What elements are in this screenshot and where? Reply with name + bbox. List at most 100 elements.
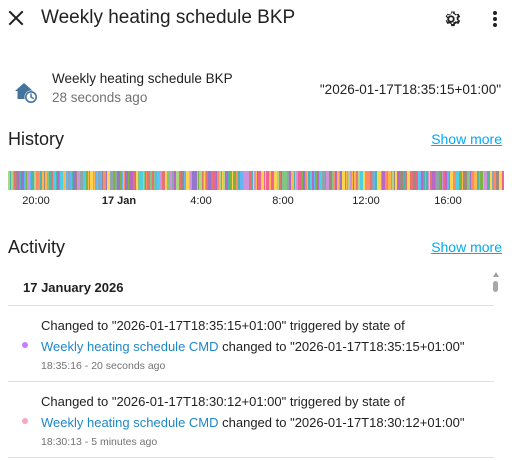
timeline-segment	[416, 171, 418, 190]
timeline-segment	[228, 171, 230, 190]
timeline-segment	[125, 171, 128, 190]
timeline-segment	[332, 171, 334, 190]
timeline-segment	[277, 171, 279, 190]
timeline-segment	[47, 171, 48, 190]
timeline-segment	[448, 171, 449, 190]
timeline-segment	[216, 171, 217, 190]
tick-label-1200: 12:00	[352, 195, 380, 207]
timeline-segment	[360, 171, 363, 190]
history-title: History	[8, 129, 65, 149]
timeline-segment	[122, 171, 123, 190]
timeline-segment	[10, 171, 11, 190]
timeline-segment	[165, 171, 167, 190]
timeline-segment	[202, 171, 203, 190]
timeline-segment	[463, 171, 465, 190]
timeline-segment	[232, 171, 233, 190]
close-icon[interactable]	[6, 8, 26, 28]
timeline-segment	[502, 171, 504, 190]
timeline-segment	[203, 171, 204, 190]
timeline-segment	[72, 171, 73, 190]
timeline-segment	[388, 171, 391, 190]
entity-last-changed: 28 seconds ago	[52, 90, 148, 105]
entry-entity-link[interactable]: Weekly heating schedule CMD	[41, 415, 219, 430]
timeline-segment	[403, 171, 406, 190]
timeline-segment	[167, 171, 170, 190]
timeline-segment	[243, 171, 244, 190]
timeline-segment	[131, 171, 133, 190]
history-show-more-link[interactable]: Show more	[431, 131, 502, 147]
timeline-segment	[97, 171, 98, 190]
activity-scrollbar[interactable]	[490, 268, 502, 461]
timeline-segment	[66, 171, 68, 190]
timeline-segment	[356, 171, 357, 190]
timeline-segment	[63, 171, 66, 190]
scroll-thumb[interactable]	[493, 281, 498, 292]
history-timeline[interactable]	[8, 171, 504, 190]
timeline-segment	[487, 171, 490, 190]
timeline-segment	[94, 171, 95, 190]
tick-label-0400: 4:00	[190, 195, 212, 207]
timeline-segment	[223, 171, 225, 190]
timeline-segment	[26, 171, 27, 190]
timeline-segment	[48, 171, 49, 190]
timeline-segment	[380, 171, 381, 190]
timeline-segment	[355, 171, 356, 190]
timeline-segment	[298, 171, 301, 190]
timeline-segment	[310, 171, 312, 190]
entity-row[interactable]: Weekly heating schedule BKP 28 seconds a…	[0, 66, 512, 110]
timeline-segment	[112, 171, 113, 190]
timeline-segment	[353, 171, 354, 190]
timeline-segment	[391, 171, 392, 190]
timeline-segment	[77, 171, 80, 190]
more-vertical-icon[interactable]	[484, 8, 506, 30]
timeline-segment	[238, 171, 240, 190]
timeline-segment	[317, 171, 319, 190]
timeline-segment	[322, 171, 325, 190]
timeline-segment	[449, 171, 450, 190]
timeline-segment	[128, 171, 129, 190]
timeline-segment	[93, 171, 94, 190]
timeline-segment	[162, 171, 165, 190]
timeline-segment	[42, 171, 44, 190]
timeline-segment	[258, 171, 261, 190]
timeline-segment	[305, 171, 307, 190]
timeline-segment	[264, 171, 265, 190]
tick-label-0800: 8:00	[272, 195, 294, 207]
entry-time: 18:35:16 - 20 seconds ago	[41, 360, 166, 372]
timeline-segment	[375, 171, 377, 190]
timeline-segment	[479, 171, 480, 190]
timeline-segment	[34, 171, 36, 190]
gear-icon[interactable]	[440, 8, 462, 30]
divider	[8, 381, 494, 382]
timeline-segment	[354, 171, 355, 190]
timeline-segment	[107, 171, 110, 190]
timeline-segment	[115, 171, 117, 190]
timeline-segment	[453, 171, 456, 190]
timeline-segment	[358, 171, 360, 190]
timeline-segment	[444, 171, 445, 190]
timeline-segment	[120, 171, 122, 190]
timeline-segment	[88, 171, 89, 190]
timeline-segment	[129, 171, 131, 190]
timeline-segment	[426, 171, 428, 190]
timeline-segment	[273, 171, 274, 190]
timeline-segment	[11, 171, 13, 190]
timeline-segment	[154, 171, 155, 190]
timeline-segment	[382, 171, 385, 190]
divider	[8, 305, 494, 306]
entry-dot	[22, 418, 28, 424]
activity-show-more-link[interactable]: Show more	[431, 239, 502, 255]
timeline-segment	[269, 171, 271, 190]
timeline-segment	[387, 171, 388, 190]
timeline-segment	[204, 171, 205, 190]
timeline-segment	[13, 171, 14, 190]
timeline-segment	[190, 171, 192, 190]
tick-label-1600: 16:00	[434, 195, 462, 207]
scroll-up-arrow-icon[interactable]	[493, 272, 499, 277]
timeline-segment	[184, 171, 186, 190]
timeline-segment	[199, 171, 202, 190]
timeline-segment	[483, 171, 484, 190]
timeline-segment	[435, 171, 436, 190]
timeline-segment	[206, 171, 208, 190]
entry-entity-link[interactable]: Weekly heating schedule CMD	[41, 339, 219, 354]
